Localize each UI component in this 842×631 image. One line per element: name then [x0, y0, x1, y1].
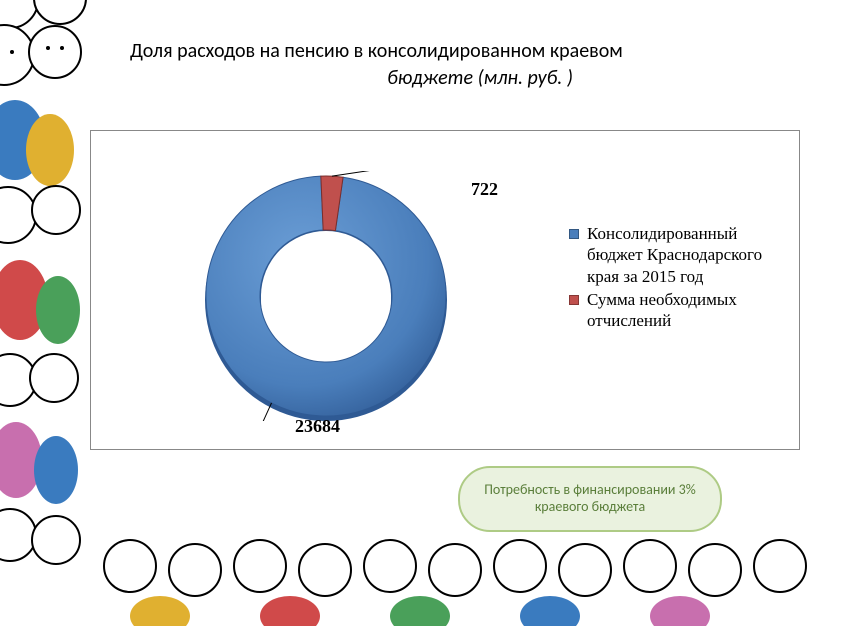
legend-label-1: Сумма необходимых отчислений — [587, 289, 789, 332]
callout-bubble: Потребность в финансировании 3% краевого… — [458, 466, 722, 532]
donut-chart — [201, 171, 451, 421]
chart-legend: Консолидированный бюджет Краснодарского … — [569, 223, 789, 333]
title-line2: бюджете (млн. руб. ) — [130, 65, 690, 92]
legend-marker-1 — [569, 295, 579, 305]
legend-item-0: Консолидированный бюджет Краснодарского … — [569, 223, 789, 287]
callout-text: Потребность в финансировании 3% краевого… — [478, 482, 702, 516]
legend-marker-0 — [569, 229, 579, 239]
title-line1: Доля расходов на пенсию в консолидирован… — [130, 38, 690, 65]
chart-container: 722 23684 Консолидированный бюджет Красн… — [90, 130, 800, 450]
legend-item-1: Сумма необходимых отчислений — [569, 289, 789, 332]
legend-label-0: Консолидированный бюджет Краснодарского … — [587, 223, 789, 287]
page-title: Доля расходов на пенсию в консолидирован… — [130, 38, 690, 92]
decoration-bottom — [100, 526, 840, 626]
data-label-23684: 23684 — [295, 416, 340, 437]
data-label-722: 722 — [471, 179, 498, 200]
